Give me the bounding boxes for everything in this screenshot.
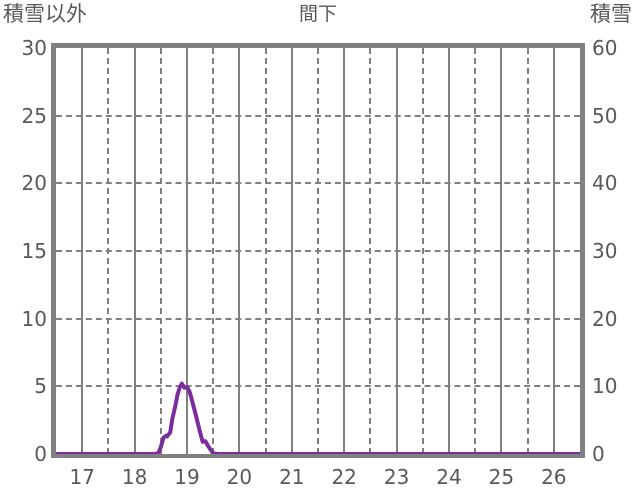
x-tick-21: 21 [279, 465, 305, 489]
plot-area [51, 43, 585, 458]
y-tick-right-0: 0 [592, 442, 605, 466]
plot-inner [56, 48, 580, 454]
x-tick-19: 19 [174, 465, 200, 489]
y-tick-left-25: 25 [21, 103, 47, 128]
chart-title: 間下 [298, 3, 337, 25]
x-tick-22: 22 [331, 465, 357, 489]
y-tick-left-5: 5 [34, 374, 47, 399]
x-tick-23: 23 [383, 465, 410, 489]
hgrid-15 [56, 250, 580, 252]
y-tick-left-0: 0 [34, 442, 47, 466]
y-tick-right-50: 50 [592, 103, 618, 128]
y-tick-right-30: 30 [592, 239, 618, 263]
y-tick-right-40: 40 [592, 171, 618, 196]
series-line-snowfall-other [56, 381, 580, 454]
x-tick-17: 17 [69, 465, 95, 489]
x-tick-25: 25 [488, 465, 515, 489]
hgrid-20 [56, 182, 580, 185]
x-tick-26: 26 [541, 465, 567, 489]
y-tick-right-10: 10 [592, 374, 618, 399]
y-tick-left-20: 20 [21, 171, 47, 196]
y-tick-left-10: 10 [21, 306, 47, 331]
right-axis-title: 積雪 [590, 2, 632, 26]
x-tick-24: 24 [436, 465, 462, 489]
hgrid-5 [56, 385, 580, 388]
y-tick-right-60: 60 [592, 36, 618, 60]
y-tick-right-20: 20 [592, 306, 618, 331]
left-axis-title: 積雪以外 [3, 2, 87, 26]
series-layer [56, 381, 580, 454]
hgrid-10 [56, 317, 580, 320]
hgrid-25 [56, 114, 580, 117]
y-tick-left-15: 15 [21, 239, 47, 263]
x-tick-20: 20 [226, 465, 253, 489]
y-tick-left-30: 30 [21, 36, 47, 60]
x-tick-18: 18 [121, 465, 148, 489]
